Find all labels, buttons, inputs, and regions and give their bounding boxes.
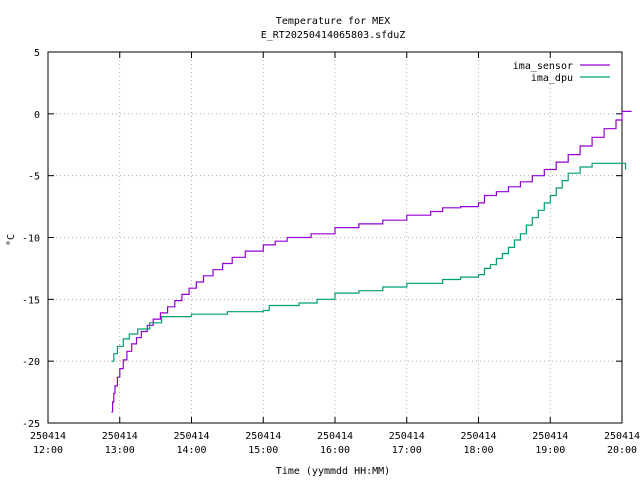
x-tick-label-date: 250414 xyxy=(389,431,425,442)
chart-title: Temperature for MEX xyxy=(276,16,390,27)
x-tick-label-date: 250414 xyxy=(317,431,353,442)
y-tick-label: -20 xyxy=(22,357,40,368)
x-tick-label-time: 17:00 xyxy=(392,445,422,456)
x-tick-label-date: 250414 xyxy=(245,431,281,442)
y-tick-label: 0 xyxy=(34,110,40,121)
x-tick-label-date: 250414 xyxy=(102,431,138,442)
x-tick-label-date: 250414 xyxy=(460,431,496,442)
series-layer xyxy=(111,110,632,413)
x-tick-label-time: 16:00 xyxy=(320,445,350,456)
x-tick-label-date: 250414 xyxy=(173,431,209,442)
x-tick-label-date: 250414 xyxy=(604,431,640,442)
x-tick-label-time: 15:00 xyxy=(248,445,278,456)
x-tick-label-time: 20:00 xyxy=(607,445,637,456)
x-tick-label-date: 250414 xyxy=(532,431,568,442)
y-tick-label: -5 xyxy=(28,172,40,183)
y-tick-label: -15 xyxy=(22,295,40,306)
grid-lines xyxy=(48,52,622,423)
y-tick-label: 5 xyxy=(34,48,40,59)
x-tick-label-date: 250414 xyxy=(30,431,66,442)
series-line-ima-sensor xyxy=(111,110,632,413)
y-axis-label: °C xyxy=(6,234,17,246)
x-axis-label: Time (yymmdd HH:MM) xyxy=(276,466,390,477)
chart-subtitle: E_RT20250414065803.sfduZ xyxy=(261,30,406,41)
x-tick-label-time: 18:00 xyxy=(463,445,493,456)
legend-label-ima-dpu: ima_dpu xyxy=(531,73,573,84)
legend-label-ima-sensor: ima_sensor xyxy=(513,61,573,72)
x-tick-label-time: 14:00 xyxy=(176,445,206,456)
series-line-ima-dpu xyxy=(111,162,627,362)
x-tick-label-time: 19:00 xyxy=(535,445,565,456)
x-tick-label-time: 13:00 xyxy=(105,445,135,456)
axis-ticks: 50-5-10-15-20-2525041412:0025041413:0025… xyxy=(22,48,640,456)
legend: ima_sensor ima_dpu xyxy=(513,61,610,84)
x-tick-label-time: 12:00 xyxy=(33,445,63,456)
plot-border xyxy=(47,51,623,424)
y-tick-label: -10 xyxy=(22,234,40,245)
y-tick-label: -25 xyxy=(22,419,40,430)
